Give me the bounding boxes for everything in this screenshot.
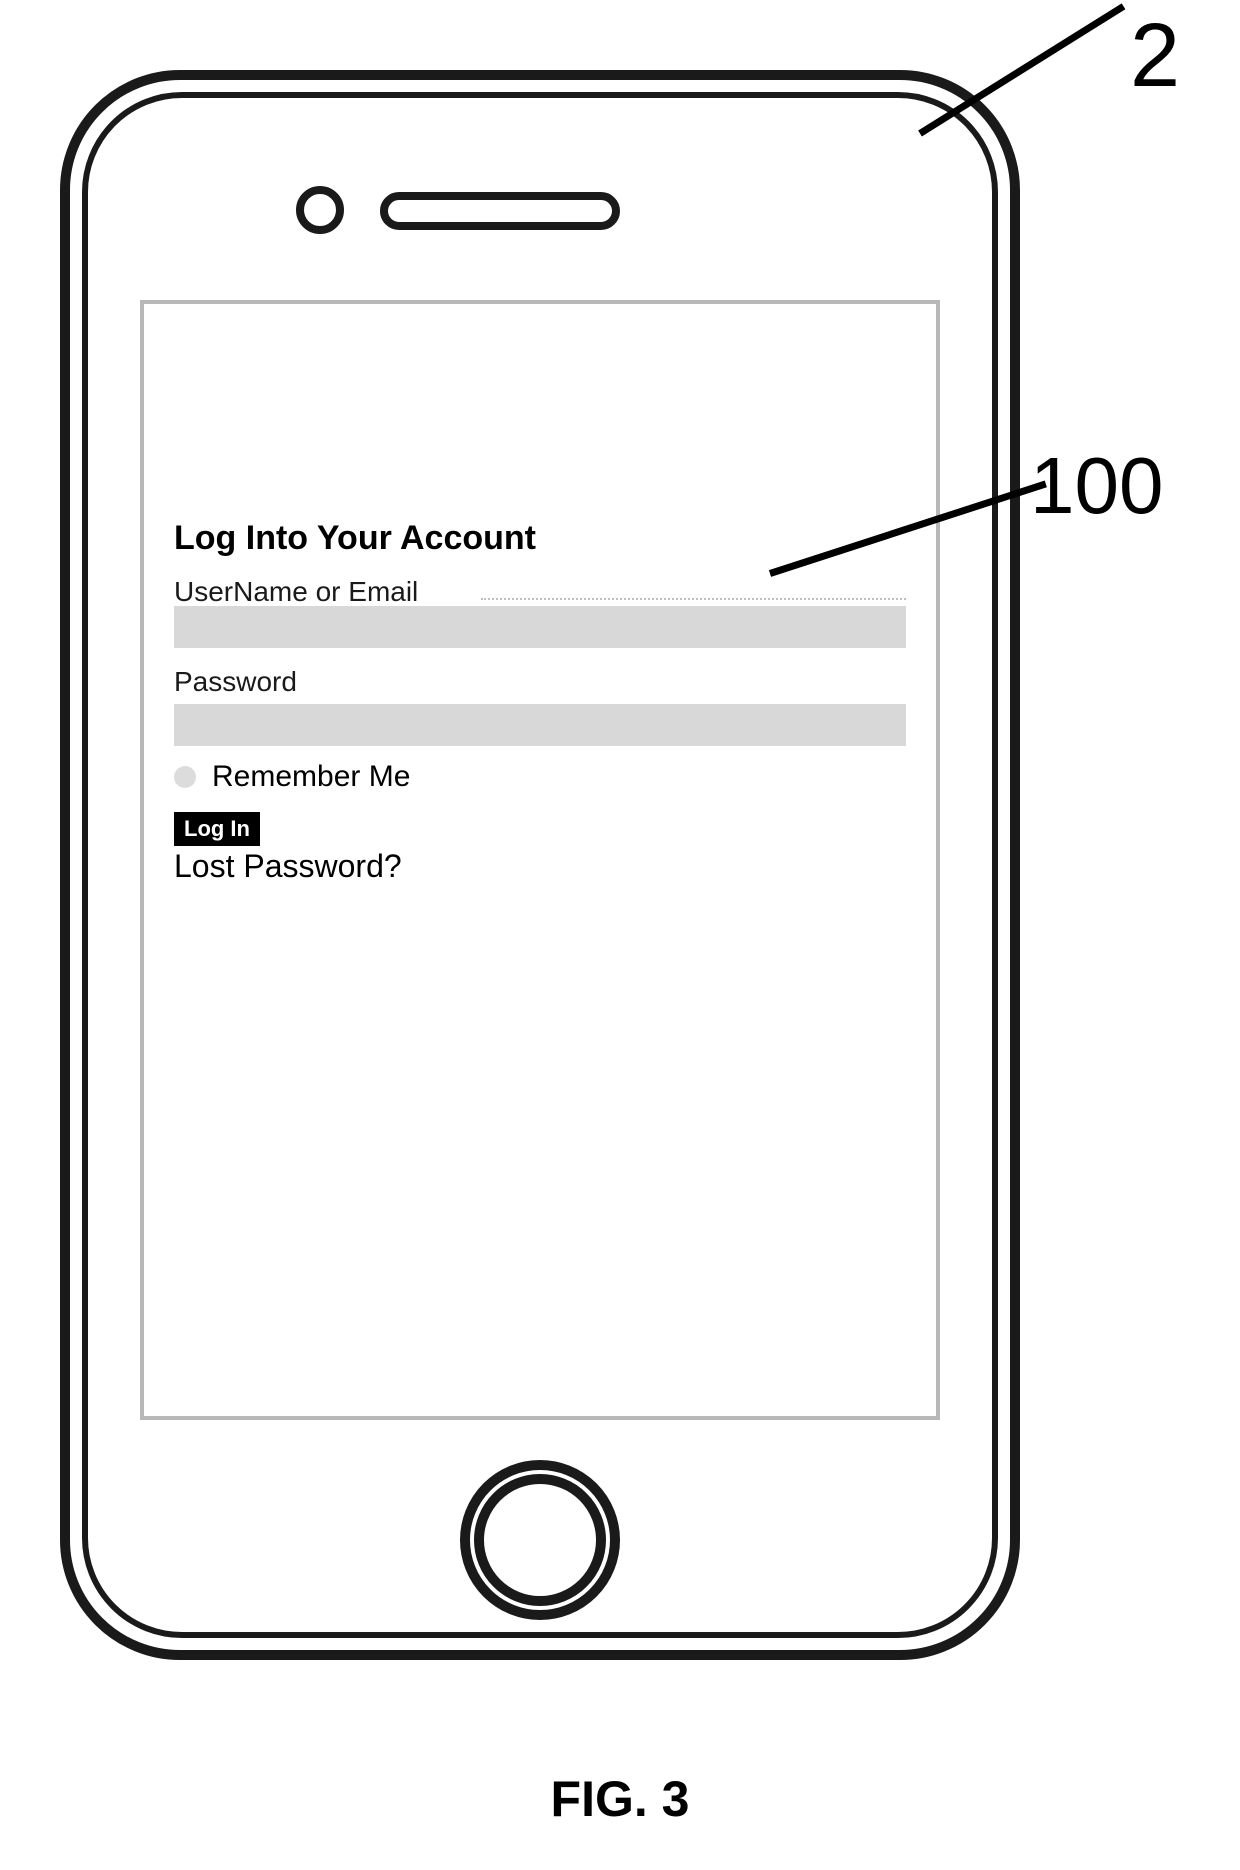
username-input[interactable]: [174, 606, 906, 648]
phone-screen: Log Into Your Account UserName or Email …: [140, 300, 940, 1420]
callout-label-screen: 100: [1030, 440, 1163, 532]
remember-row: Remember Me: [174, 760, 906, 794]
callout-line-device: [918, 3, 1125, 136]
lost-password-link[interactable]: Lost Password?: [174, 848, 906, 885]
remember-checkbox[interactable]: [174, 766, 196, 788]
earpiece-icon: [380, 192, 620, 230]
login-button[interactable]: Log In: [174, 812, 260, 846]
figure-canvas: Log Into Your Account UserName or Email …: [0, 0, 1240, 1870]
decorative-dots: [481, 598, 906, 600]
username-label: UserName or Email: [174, 576, 906, 608]
password-input[interactable]: [174, 704, 906, 746]
callout-label-device: 2: [1130, 5, 1180, 108]
camera-icon: [296, 186, 344, 234]
home-button-inner: [474, 1474, 606, 1606]
figure-caption: FIG. 3: [0, 1770, 1240, 1828]
login-form: Log Into Your Account UserName or Email …: [144, 519, 936, 885]
password-label: Password: [174, 666, 906, 698]
login-title: Log Into Your Account: [174, 519, 906, 558]
remember-label: Remember Me: [212, 760, 410, 794]
